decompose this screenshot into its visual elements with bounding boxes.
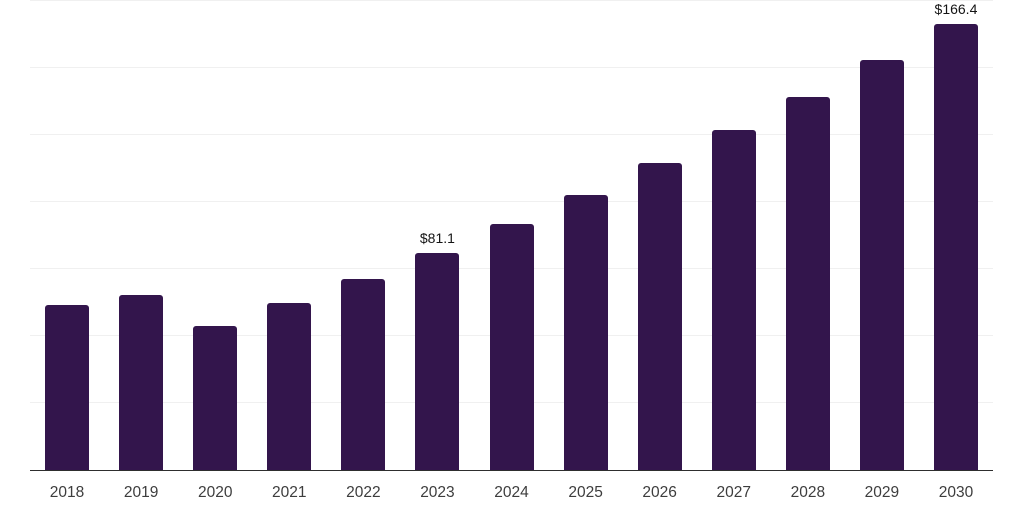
x-tick-2023: 2023 bbox=[420, 484, 455, 501]
bar-2020[interactable] bbox=[193, 325, 238, 470]
x-tick-2020: 2020 bbox=[197, 484, 233, 501]
x-tick-2028: 2028 bbox=[790, 484, 826, 501]
value-label-2023: $81.1 bbox=[419, 229, 455, 246]
x-tick-2029: 2029 bbox=[864, 484, 900, 501]
x-tick-2018: 2018 bbox=[49, 484, 85, 501]
plot-area: $81.1 $166.4 bbox=[30, 0, 993, 471]
gridline-100 bbox=[30, 201, 993, 202]
bar-2029[interactable] bbox=[859, 59, 904, 470]
bar-2026[interactable] bbox=[637, 162, 682, 470]
bar-2018[interactable] bbox=[45, 305, 90, 470]
bar-2021[interactable] bbox=[267, 302, 312, 470]
x-tick-2021: 2021 bbox=[272, 484, 307, 501]
x-tick-2024: 2024 bbox=[494, 484, 529, 501]
bar-2028[interactable] bbox=[785, 96, 830, 470]
gridline-150 bbox=[30, 67, 993, 68]
value-label-2030: $166.4 bbox=[934, 1, 978, 18]
bar-2027[interactable] bbox=[711, 129, 756, 470]
gridline-125 bbox=[30, 134, 993, 135]
x-tick-2019: 2019 bbox=[123, 484, 159, 501]
x-axis-line bbox=[30, 469, 993, 471]
bar-2022[interactable] bbox=[341, 279, 386, 470]
x-axis-labels: 2018 2019 2020 2021 2022 2023 2024 2025 2026 2027… bbox=[30, 485, 993, 501]
x-tick-2030: 2030 bbox=[938, 484, 974, 501]
bar-2023[interactable] bbox=[415, 252, 460, 470]
bar-2030[interactable] bbox=[933, 24, 978, 470]
x-tick-2025: 2025 bbox=[568, 484, 603, 501]
gridline-175 bbox=[30, 0, 993, 1]
bar-2025[interactable] bbox=[563, 194, 608, 470]
x-tick-2022: 2022 bbox=[346, 484, 381, 501]
bar-2024[interactable] bbox=[489, 223, 534, 470]
bar-2019[interactable] bbox=[119, 295, 164, 470]
x-tick-2027: 2027 bbox=[716, 484, 751, 501]
x-tick-2026: 2026 bbox=[642, 484, 677, 501]
